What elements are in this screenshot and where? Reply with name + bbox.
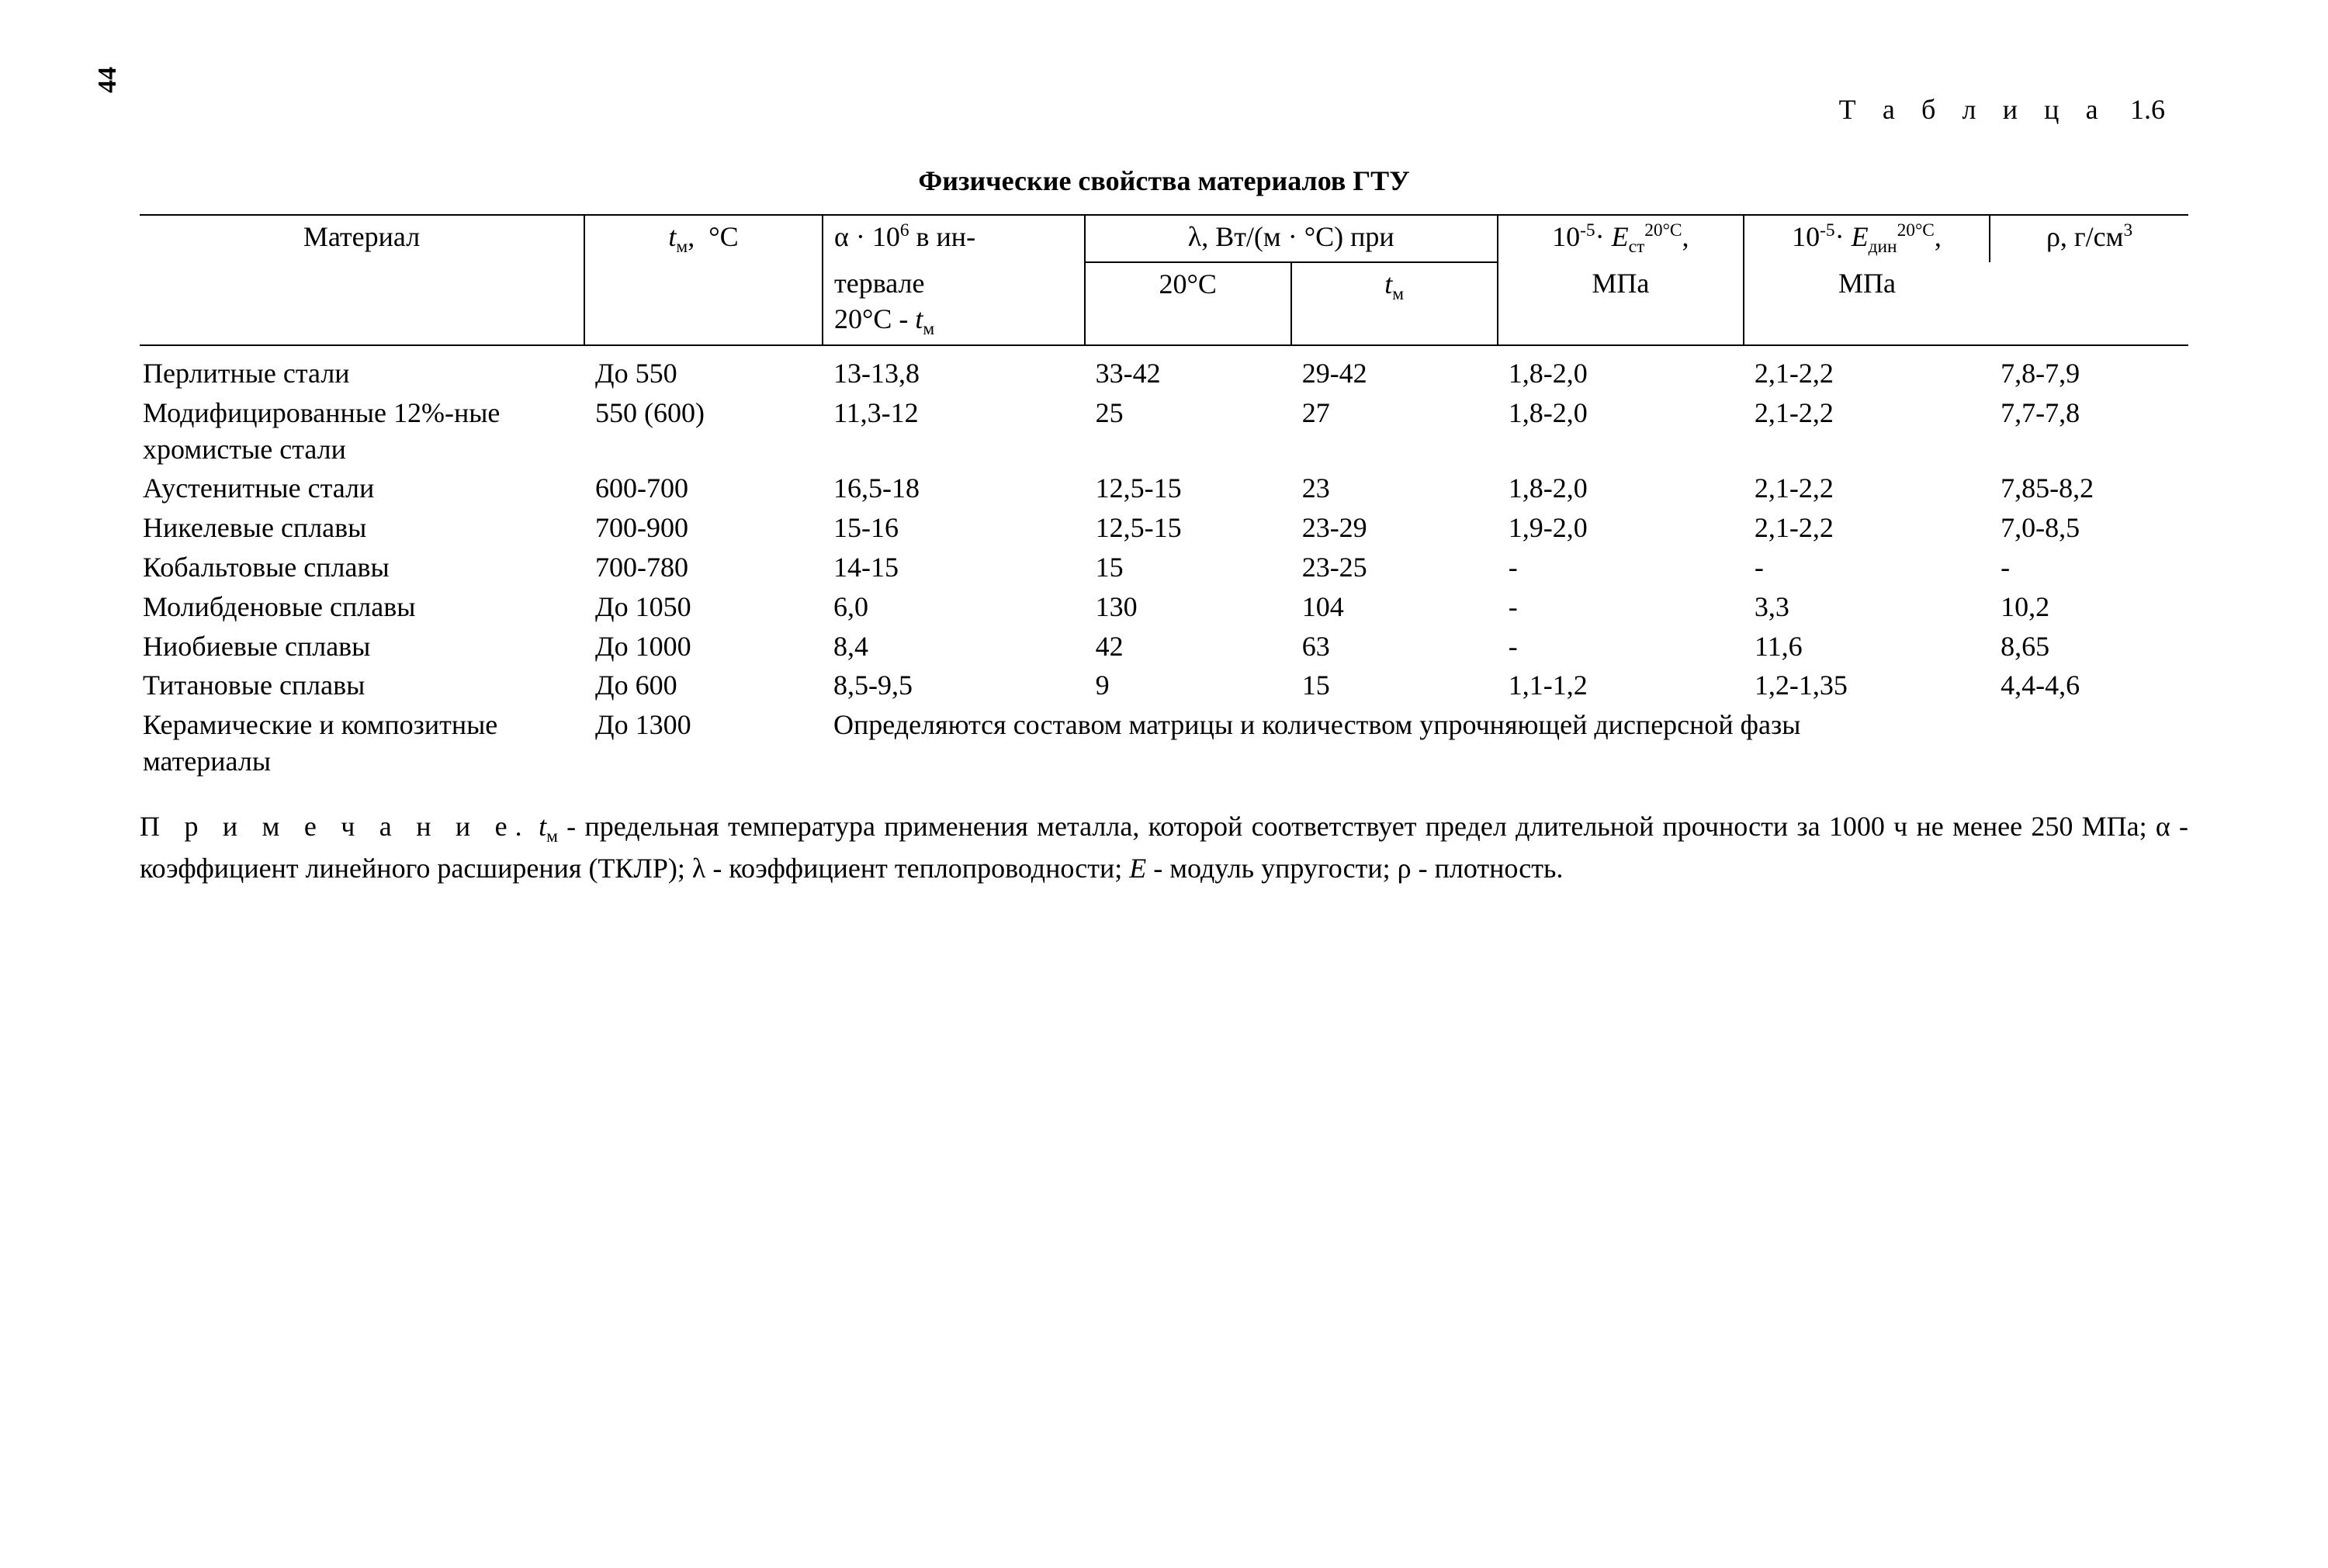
col-tm: tм, °С bbox=[584, 215, 823, 345]
cell-tm: До 550 bbox=[584, 345, 823, 393]
table-row: Кобальтовые сплавы700-78014-151523-25--- bbox=[140, 548, 2188, 587]
cell-lambda-tm: 15 bbox=[1291, 666, 1498, 705]
cell-lambda-tm: 63 bbox=[1291, 627, 1498, 666]
cell-edin: 11,6 bbox=[1744, 627, 1990, 666]
page-number: 44 bbox=[93, 67, 123, 93]
cell-material: Кобальтовые сплавы bbox=[140, 548, 584, 587]
page: 44 Т а б л и ц а 1.6 Физические свойства… bbox=[0, 0, 2328, 1568]
cell-alpha: 6,0 bbox=[823, 587, 1085, 627]
cell-rho: 8,65 bbox=[1990, 627, 2188, 666]
cell-tm: 700-900 bbox=[584, 508, 823, 548]
cell-est: - bbox=[1498, 587, 1744, 627]
cell-material: Перлитные стали bbox=[140, 345, 584, 393]
cell-lambda-20: 9 bbox=[1085, 666, 1291, 705]
cell-material: Ниобиевые сплавы bbox=[140, 627, 584, 666]
table-body: Перлитные сталиДо 55013-13,833-4229-421,… bbox=[140, 345, 2188, 781]
col-lambda-20: 20°С bbox=[1085, 262, 1291, 345]
table-row: Аустенитные стали600-70016,5-1812,5-1523… bbox=[140, 469, 2188, 508]
cell-est: 1,1-1,2 bbox=[1498, 666, 1744, 705]
cell-material: Титановые сплавы bbox=[140, 666, 584, 705]
col-est-bot: МПа bbox=[1498, 262, 1744, 345]
table-row: Керамические и композитные материалыДо 1… bbox=[140, 705, 2188, 781]
table-row: Ниобиевые сплавыДо 10008,44263-11,68,65 bbox=[140, 627, 2188, 666]
cell-material: Аустенитные стали bbox=[140, 469, 584, 508]
cell-material: Молибденовые сплавы bbox=[140, 587, 584, 627]
cell-lambda-tm: 29-42 bbox=[1291, 345, 1498, 393]
col-rho: ρ, г/см3 bbox=[1990, 215, 2188, 345]
cell-rho: 7,8-7,9 bbox=[1990, 345, 2188, 393]
table-label-word: Т а б л и ц а bbox=[1839, 94, 2108, 125]
cell-material: Керамические и композитные материалы bbox=[140, 705, 584, 781]
col-alpha-bot: тервале20°С - tм bbox=[823, 262, 1085, 345]
cell-material: Никелевые сплавы bbox=[140, 508, 584, 548]
cell-lambda-20: 12,5-15 bbox=[1085, 469, 1291, 508]
col-lambda-tm: tм bbox=[1291, 262, 1498, 345]
col-material: Материал bbox=[140, 215, 584, 345]
cell-tm: 550 (600) bbox=[584, 393, 823, 469]
cell-lambda-tm: 23-25 bbox=[1291, 548, 1498, 587]
table-row: Никелевые сплавы700-90015-1612,5-1523-29… bbox=[140, 508, 2188, 548]
col-alpha-top: α · 106 в ин- bbox=[823, 215, 1085, 262]
cell-est: - bbox=[1498, 548, 1744, 587]
table-head: Материал tм, °С α · 106 в ин- λ, Вт/(м ·… bbox=[140, 215, 2188, 345]
cell-rho: 7,0-8,5 bbox=[1990, 508, 2188, 548]
footnote: П р и м е ч а н и е. tм - предельная тем… bbox=[140, 808, 2188, 887]
cell-edin: 1,2-1,35 bbox=[1744, 666, 1990, 705]
cell-rho: 4,4-4,6 bbox=[1990, 666, 2188, 705]
cell-est: 1,8-2,0 bbox=[1498, 469, 1744, 508]
cell-alpha: 14-15 bbox=[823, 548, 1085, 587]
cell-lambda-20: 33-42 bbox=[1085, 345, 1291, 393]
cell-lambda-tm: 23 bbox=[1291, 469, 1498, 508]
table-number: 1.6 bbox=[2130, 94, 2165, 125]
cell-rho: 7,85-8,2 bbox=[1990, 469, 2188, 508]
cell-tm: До 1000 bbox=[584, 627, 823, 666]
cell-lambda-20: 42 bbox=[1085, 627, 1291, 666]
table-label: Т а б л и ц а 1.6 bbox=[140, 93, 2165, 126]
cell-lambda-20: 12,5-15 bbox=[1085, 508, 1291, 548]
cell-tm: 700-780 bbox=[584, 548, 823, 587]
materials-table: Материал tм, °С α · 106 в ин- λ, Вт/(м ·… bbox=[140, 214, 2188, 781]
cell-rho: 10,2 bbox=[1990, 587, 2188, 627]
table-row: Модифицированные 12%-ные хромистые стали… bbox=[140, 393, 2188, 469]
col-edin-bot: МПа bbox=[1744, 262, 1990, 345]
cell-alpha: 8,4 bbox=[823, 627, 1085, 666]
cell-est: 1,8-2,0 bbox=[1498, 345, 1744, 393]
cell-alpha: 11,3-12 bbox=[823, 393, 1085, 469]
cell-alpha: 15-16 bbox=[823, 508, 1085, 548]
cell-edin: 2,1-2,2 bbox=[1744, 345, 1990, 393]
cell-tm: 600-700 bbox=[584, 469, 823, 508]
cell-tm: До 1050 bbox=[584, 587, 823, 627]
table-row: Молибденовые сплавыДо 10506,0130104-3,31… bbox=[140, 587, 2188, 627]
cell-edin: 2,1-2,2 bbox=[1744, 469, 1990, 508]
cell-lambda-20: 15 bbox=[1085, 548, 1291, 587]
cell-edin: 3,3 bbox=[1744, 587, 1990, 627]
cell-lambda-tm: 104 bbox=[1291, 587, 1498, 627]
cell-rho: 7,7-7,8 bbox=[1990, 393, 2188, 469]
cell-tm: До 600 bbox=[584, 666, 823, 705]
cell-est: - bbox=[1498, 627, 1744, 666]
cell-lambda-20: 130 bbox=[1085, 587, 1291, 627]
col-edin-top: 10-5· Eдин20°С, bbox=[1744, 215, 1990, 262]
cell-material: Модифицированные 12%-ные хромистые стали bbox=[140, 393, 584, 469]
cell-alpha: 8,5-9,5 bbox=[823, 666, 1085, 705]
cell-edin: 2,1-2,2 bbox=[1744, 393, 1990, 469]
col-est-top: 10-5· Eст20°С, bbox=[1498, 215, 1744, 262]
cell-tm: До 1300 bbox=[584, 705, 823, 781]
table-row: Титановые сплавыДо 6008,5-9,59151,1-1,21… bbox=[140, 666, 2188, 705]
cell-lambda-tm: 23-29 bbox=[1291, 508, 1498, 548]
cell-alpha: 16,5-18 bbox=[823, 469, 1085, 508]
cell-ceramic-note: Определяются составом матрицы и количест… bbox=[823, 705, 2188, 781]
cell-rho: - bbox=[1990, 548, 2188, 587]
table-row: Перлитные сталиДо 55013-13,833-4229-421,… bbox=[140, 345, 2188, 393]
cell-est: 1,9-2,0 bbox=[1498, 508, 1744, 548]
cell-lambda-tm: 27 bbox=[1291, 393, 1498, 469]
footnote-lead: П р и м е ч а н и е. bbox=[140, 811, 530, 842]
cell-est: 1,8-2,0 bbox=[1498, 393, 1744, 469]
cell-edin: - bbox=[1744, 548, 1990, 587]
col-lambda-group: λ, Вт/(м · °С) при bbox=[1085, 215, 1498, 262]
table-caption: Физические свойства материалов ГТУ bbox=[140, 164, 2188, 197]
cell-alpha: 13-13,8 bbox=[823, 345, 1085, 393]
cell-edin: 2,1-2,2 bbox=[1744, 508, 1990, 548]
cell-lambda-20: 25 bbox=[1085, 393, 1291, 469]
